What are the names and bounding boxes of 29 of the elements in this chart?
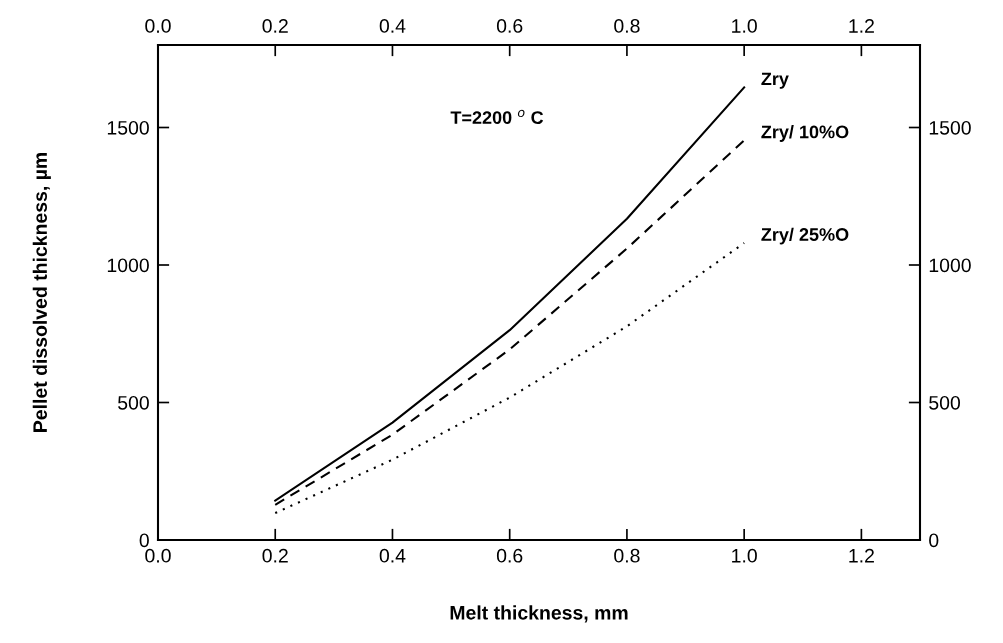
annotation: T=2200 $^{o}$ C [450, 109, 544, 124]
x2-tick-label: 0.8 [614, 19, 640, 33]
x2-tick-label: 1.0 [732, 19, 757, 33]
x-tick-label: 0.4 [379, 548, 406, 563]
y-tick-label: 500 [118, 395, 149, 410]
x-tick-label: 0.6 [496, 548, 523, 563]
y-axis-title: Pellet dissolved thickness, µm [32, 153, 51, 432]
x2-tick-label: 1.2 [849, 19, 874, 33]
x-tick-label: 1.0 [732, 548, 757, 563]
y2-tick-label: 500 [929, 395, 961, 410]
y2-tick-label: 1500 [929, 120, 971, 135]
series-label: Zry/ 10%O [761, 125, 849, 142]
series-label: Zry/ 25%O [761, 227, 849, 245]
series-label: Zry [761, 72, 789, 89]
x-tick-label: 0.2 [262, 548, 288, 563]
y-tick-label: 0 [139, 533, 149, 548]
x-tick-label: 0.8 [614, 548, 640, 563]
x-tick-label: 1.2 [849, 548, 874, 563]
y2-tick-label: 1000 [929, 258, 971, 273]
line-series [274, 241, 746, 515]
x2-tick-label: 0.6 [496, 19, 523, 33]
y-tick-label: 1500 [107, 120, 149, 135]
x2-tick-label: 0.0 [145, 19, 171, 33]
x-tick-label: 0.0 [145, 548, 171, 563]
y2-tick-label: 0 [929, 533, 939, 548]
x-axis-title: Melt thickness, mm [450, 605, 628, 623]
y-tick-label: 1000 [107, 258, 149, 273]
x2-tick-label: 0.2 [262, 19, 288, 33]
x2-tick-label: 0.4 [379, 19, 406, 33]
